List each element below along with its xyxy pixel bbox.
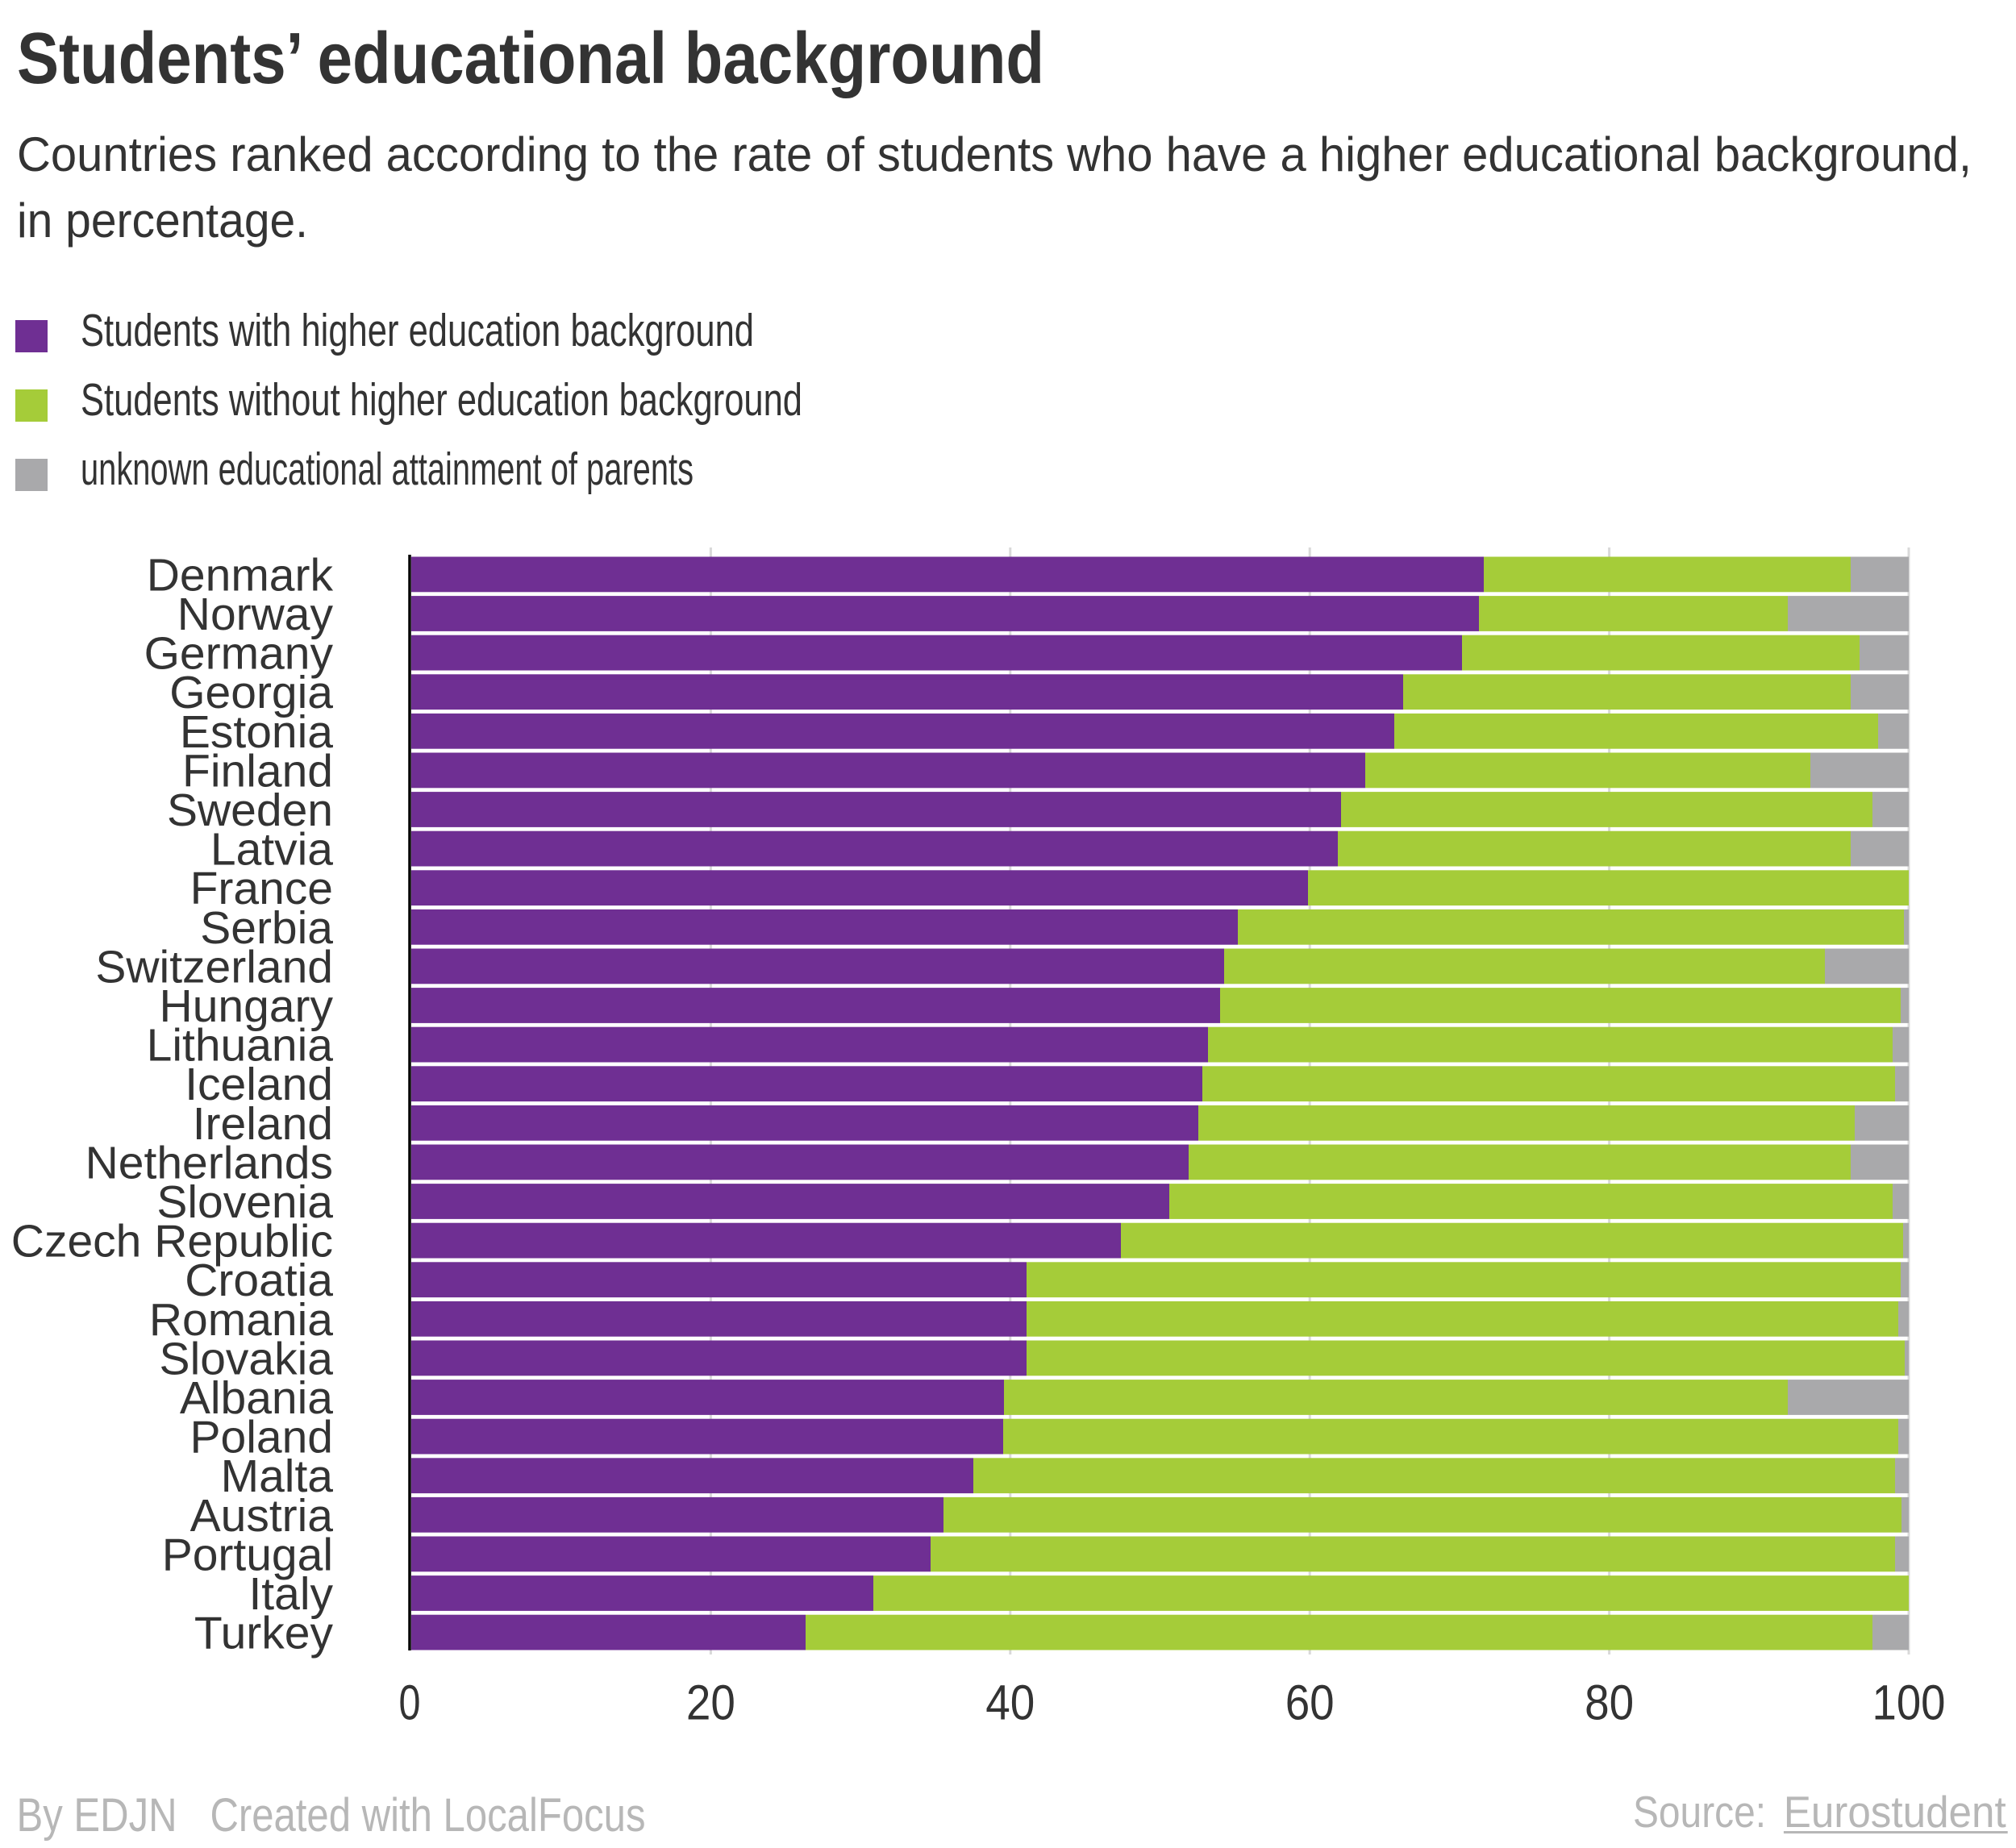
svg-text:Slovenia: Slovenia	[156, 1176, 333, 1228]
svg-text:Serbia: Serbia	[200, 902, 333, 954]
svg-text:Georgia: Georgia	[169, 667, 333, 718]
svg-text:Latvia: Latvia	[210, 824, 333, 876]
svg-text:Switzerland: Switzerland	[95, 941, 333, 993]
svg-text:80: 80	[1585, 1675, 1634, 1730]
svg-text:Eurostudent: Eurostudent	[1784, 1787, 2006, 1837]
svg-text:0: 0	[399, 1675, 421, 1730]
svg-text:100: 100	[1872, 1675, 1946, 1730]
svg-text:20: 20	[686, 1675, 735, 1730]
svg-text:Germany: Germany	[144, 628, 334, 680]
svg-text:Students’ educational backgrou: Students’ educational background	[17, 19, 1044, 99]
svg-text:Romania: Romania	[149, 1294, 333, 1346]
svg-text:Turkey: Turkey	[194, 1608, 334, 1659]
svg-text:60: 60	[1285, 1675, 1335, 1730]
svg-text:Netherlands: Netherlands	[85, 1137, 333, 1188]
svg-text:Source:: Source:	[1633, 1787, 1766, 1837]
svg-text:Slovakia: Slovakia	[160, 1333, 334, 1384]
svg-text:Countries ranked according to: Countries ranked according to the rate o…	[17, 127, 1972, 181]
svg-text:in percentage.: in percentage.	[17, 194, 308, 248]
svg-text:Italy: Italy	[248, 1568, 333, 1620]
svg-text:Denmark: Denmark	[147, 549, 334, 601]
svg-text:Norway: Norway	[177, 589, 334, 640]
svg-text:Malta: Malta	[221, 1451, 334, 1502]
svg-text:Estonia: Estonia	[180, 706, 333, 758]
svg-text:Lithuania: Lithuania	[147, 1020, 334, 1072]
svg-text:Ireland: Ireland	[193, 1098, 333, 1150]
svg-text:Poland: Poland	[190, 1412, 334, 1463]
svg-text:Austria: Austria	[190, 1490, 334, 1542]
svg-text:By EDJN Created with LocalFo: By EDJN Created with LocalFocus	[17, 1789, 646, 1842]
svg-text:Iceland: Iceland	[185, 1059, 333, 1110]
svg-text:Sweden: Sweden	[167, 785, 333, 836]
svg-text:Portugal: Portugal	[162, 1529, 333, 1580]
svg-text:Czech Republic: Czech Republic	[11, 1216, 333, 1267]
svg-text:40: 40	[985, 1675, 1035, 1730]
svg-text:France: France	[190, 863, 333, 914]
svg-text:unknown educational attainment: unknown educational attainment of parent…	[81, 443, 694, 495]
svg-text:Croatia: Croatia	[185, 1255, 333, 1306]
svg-text:Albania: Albania	[180, 1372, 333, 1424]
svg-text:Students without higher educat: Students without higher education backgr…	[81, 374, 802, 426]
svg-text:Hungary: Hungary	[160, 980, 334, 1032]
svg-text:Finland: Finland	[182, 745, 333, 797]
svg-text:Students with higher education: Students with higher education backgroun…	[81, 305, 754, 356]
